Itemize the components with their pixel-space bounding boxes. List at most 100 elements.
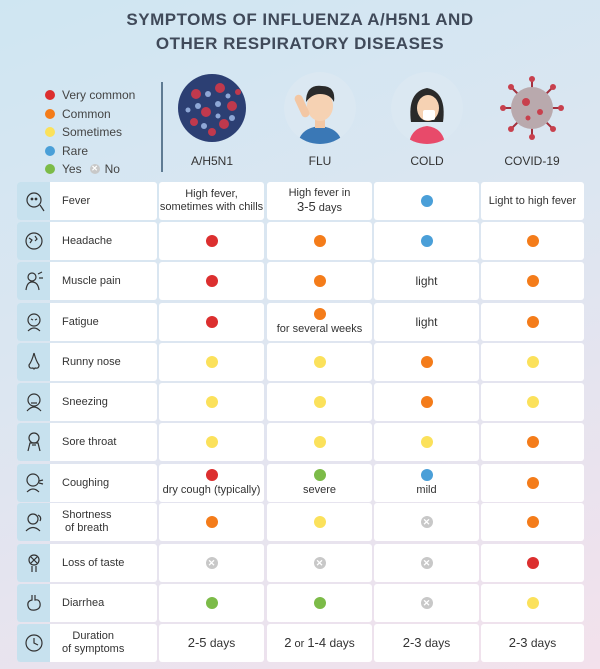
symptom-label-cell: Muscle pain: [17, 262, 157, 300]
cell-flu: [267, 383, 372, 421]
row-fever: Fever High fever, sometimes with chills H…: [17, 182, 584, 220]
cell-flu: 2 or 1-4 days: [267, 624, 372, 662]
cell-covid: 2-3 days: [481, 624, 584, 662]
yes-dot: [313, 597, 326, 609]
common-dot: [420, 396, 433, 408]
legend-sometimes: Sometimes: [45, 123, 135, 142]
sometimes-dot: [205, 396, 218, 408]
sometimes-dot: [420, 436, 433, 448]
no-x-icon: ✕: [420, 516, 433, 528]
row-diarrhea: Diarrhea ✕: [17, 584, 584, 622]
symptom-label-cell: Fever: [17, 182, 157, 220]
common-dot: [205, 516, 218, 528]
yellow-dot-icon: [45, 127, 55, 138]
legend-yes-no: Yes ✕ No: [45, 160, 135, 179]
cell-flu: [267, 584, 372, 622]
symptom-label-cell: Sneezing: [17, 383, 157, 421]
cell-cold: [374, 343, 479, 381]
virus-covid-icon: [496, 72, 568, 144]
column-cold: COLD: [373, 72, 481, 168]
cell-flu: [267, 423, 372, 461]
cell-cold: ✕: [374, 544, 479, 582]
cell-flu: ✕: [267, 544, 372, 582]
very-common-dot: [205, 275, 218, 287]
sore-throat-icon: [17, 423, 50, 461]
cell-flu: [267, 503, 372, 541]
sometimes-dot: [313, 396, 326, 408]
cell-h5n1: [159, 584, 264, 622]
common-dot: [526, 477, 539, 489]
column-flu: FLU: [266, 72, 374, 168]
legend-common: Common: [45, 105, 135, 124]
symptom-label-cell: Coughing: [17, 464, 157, 502]
row-fatigue: Fatigue for several weeks light: [17, 303, 584, 341]
very-common-dot: [205, 235, 218, 247]
x-mark-icon: ✕: [89, 164, 100, 175]
cell-flu: severe: [267, 464, 372, 502]
cell-covid: [481, 584, 584, 622]
cell-cold: mild: [374, 464, 479, 502]
row-loss-of-taste: Loss of taste ✕ ✕ ✕: [17, 544, 584, 582]
cell-covid: [481, 222, 584, 260]
cell-h5n1: dry cough (typically): [159, 464, 264, 502]
yes-dot: [313, 469, 326, 481]
cell-h5n1: [159, 383, 264, 421]
cell-h5n1: [159, 343, 264, 381]
no-x-icon: ✕: [420, 597, 433, 609]
stomach-icon: [17, 584, 50, 622]
row-shortness-of-breath: Shortness of breath ✕: [17, 503, 584, 541]
row-coughing: Coughing dry cough (typically) severe mi…: [17, 464, 584, 502]
sometimes-dot: [205, 356, 218, 368]
legend-rare: Rare: [45, 142, 135, 161]
yes-dot: [205, 597, 218, 609]
common-dot: [526, 316, 539, 328]
virus-h5n1-icon: [176, 72, 248, 144]
common-dot: [526, 436, 539, 448]
very-common-dot: [205, 316, 218, 328]
very-common-dot: [205, 469, 218, 481]
cell-flu: High fever in 3-5 days: [267, 182, 372, 220]
cell-cold: [374, 182, 479, 220]
row-headache: Headache: [17, 222, 584, 260]
column-h5n1: A/H5N1: [158, 72, 266, 168]
cell-h5n1: [159, 303, 264, 341]
symptom-label-cell: Runny nose: [17, 343, 157, 381]
column-label: COLD: [410, 154, 444, 168]
green-dot-icon: [45, 164, 55, 175]
person-flu-icon: [284, 72, 356, 144]
cell-covid: [481, 423, 584, 461]
title-line-2: OTHER RESPIRATORY DISEASES: [155, 34, 445, 53]
common-dot: [526, 516, 539, 528]
nose-icon: [17, 343, 50, 381]
no-x-icon: ✕: [420, 557, 433, 569]
column-label: COVID-19: [504, 154, 560, 168]
cell-covid: Light to high fever: [481, 182, 584, 220]
muscle-pain-icon: [17, 262, 50, 300]
cell-cold: ✕: [374, 503, 479, 541]
symptom-label-cell: Headache: [17, 222, 157, 260]
cell-flu: [267, 343, 372, 381]
row-duration: Duration of symptoms 2-5 days 2 or 1-4 da…: [17, 624, 584, 662]
row-sore-throat: Sore throat: [17, 423, 584, 461]
cell-cold: [374, 383, 479, 421]
rare-dot: [420, 235, 433, 247]
rare-dot: [420, 469, 433, 481]
cell-covid: [481, 303, 584, 341]
cell-h5n1: High fever, sometimes with chills: [159, 182, 264, 220]
divider: [161, 82, 163, 172]
fatigue-icon: [17, 303, 50, 341]
symptom-label-cell: Duration of symptoms: [17, 624, 157, 662]
common-dot: [313, 308, 326, 320]
clock-icon: [17, 624, 50, 662]
cell-covid: [481, 544, 584, 582]
sometimes-dot: [313, 516, 326, 528]
no-x-icon: ✕: [205, 557, 218, 569]
cell-h5n1: [159, 262, 264, 300]
common-dot: [313, 275, 326, 287]
cell-covid: [481, 464, 584, 502]
title-line-1: SYMPTOMS OF INFLUENZA A/H5N1 AND: [126, 10, 474, 29]
red-dot-icon: [45, 90, 55, 101]
common-dot: [526, 275, 539, 287]
sometimes-dot: [526, 396, 539, 408]
symptom-label-cell: Shortness of breath: [17, 503, 157, 541]
